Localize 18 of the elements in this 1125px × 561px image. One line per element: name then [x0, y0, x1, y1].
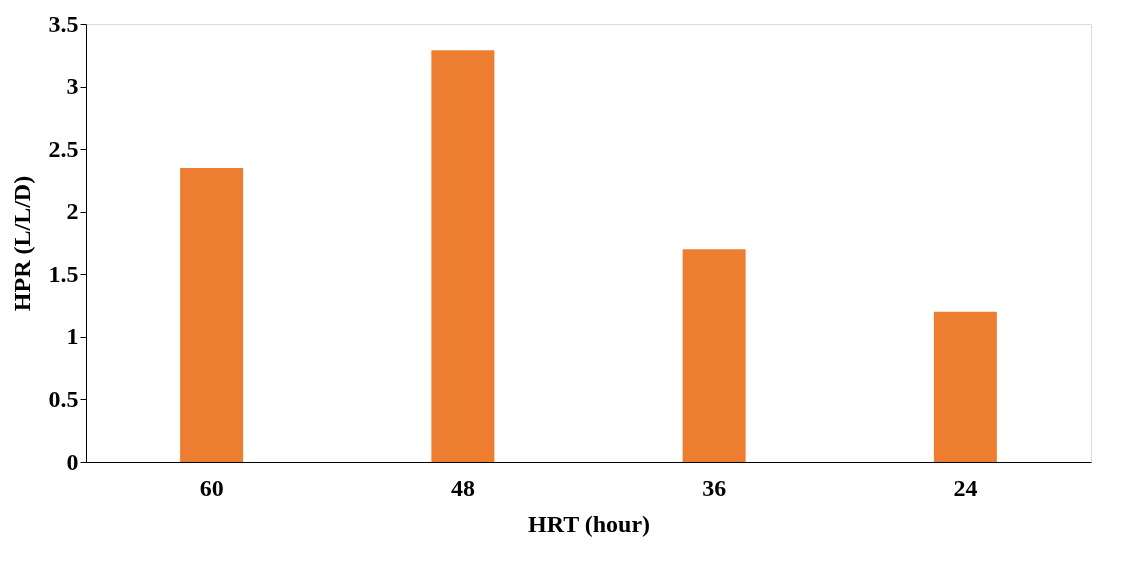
x-tick-label: 60 — [199, 474, 224, 501]
bar — [180, 167, 244, 462]
bar — [933, 311, 997, 462]
x-tick-label: 24 — [953, 474, 978, 501]
bar — [682, 249, 746, 462]
x-axis-title: HRT (hour) — [527, 510, 651, 537]
y-tick-label: 1.5 — [48, 260, 79, 287]
x-tick-label: 36 — [702, 474, 727, 501]
bar — [431, 50, 495, 462]
y-tick-label: 3 — [66, 73, 79, 100]
y-tick-label: 1 — [66, 323, 79, 350]
y-tick-label: 3.5 — [48, 10, 79, 37]
y-axis-title: HPR (L/L/D) — [8, 175, 35, 312]
y-tick-label: 2.5 — [48, 135, 79, 162]
y-tick-label: 0.5 — [48, 385, 79, 412]
x-tick-label: 48 — [450, 474, 475, 501]
y-tick-label: 0 — [66, 448, 79, 475]
y-tick-label: 2 — [66, 198, 79, 225]
